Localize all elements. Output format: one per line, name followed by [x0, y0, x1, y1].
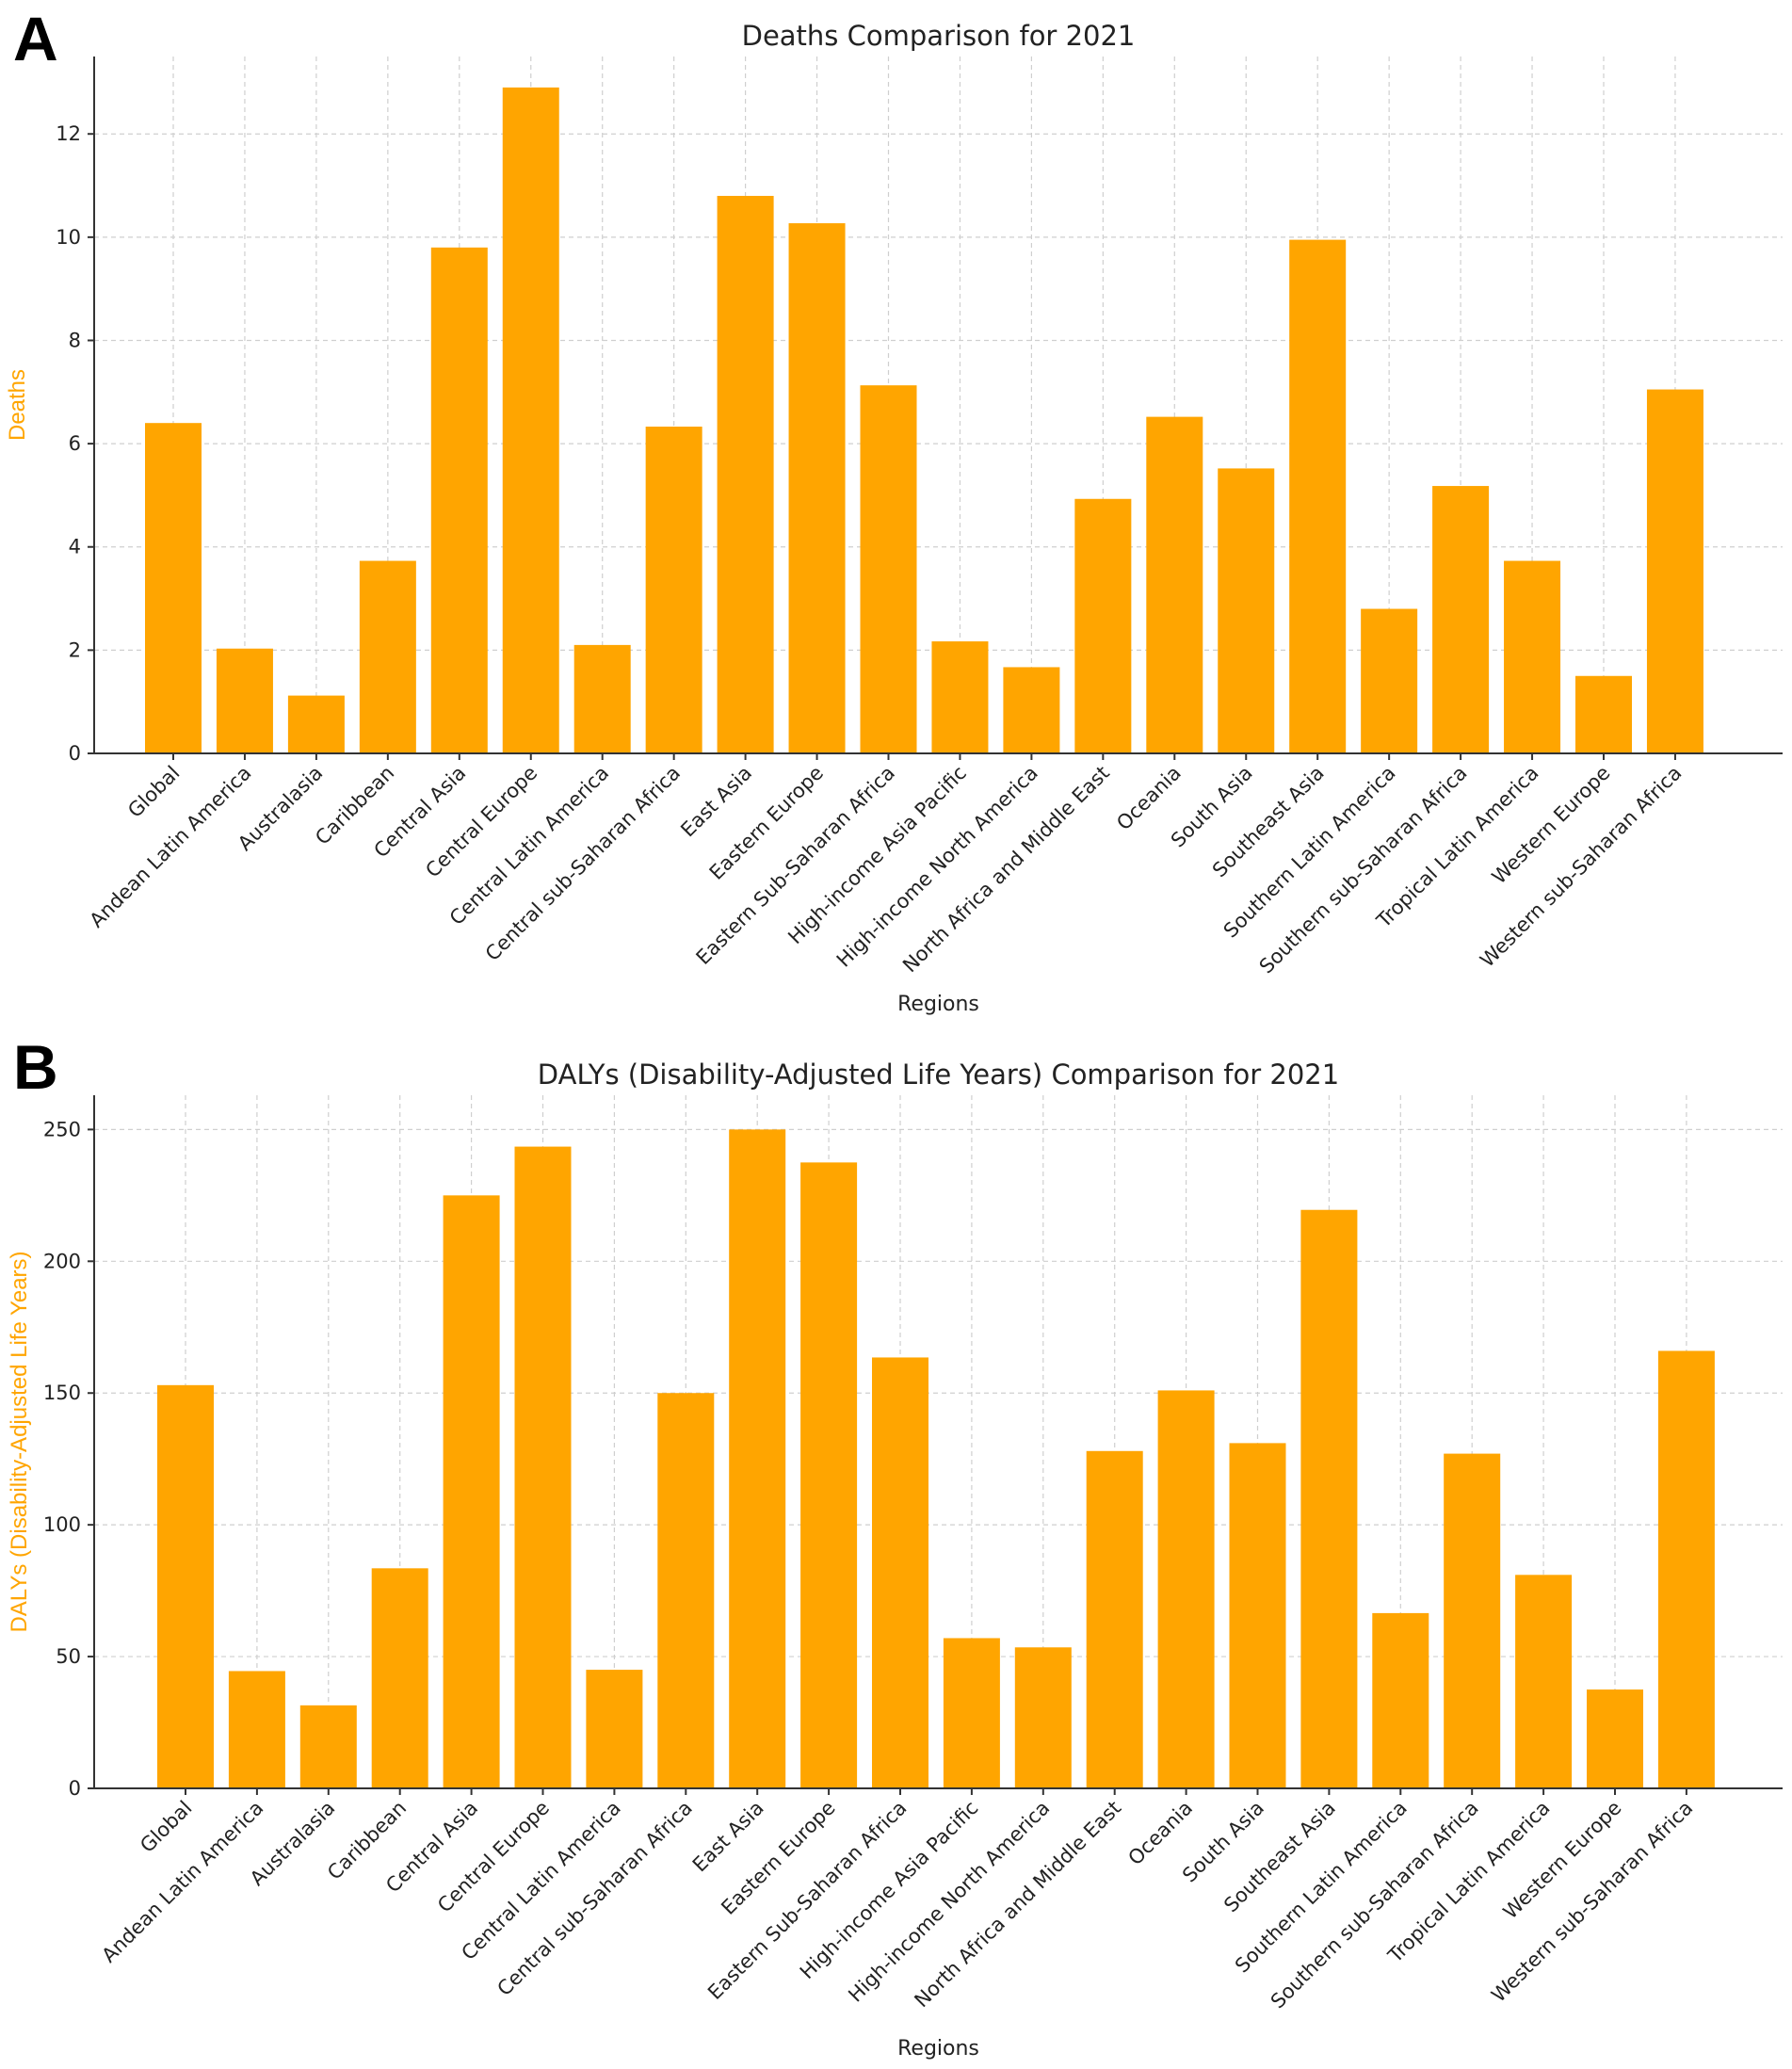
bar-western-sub-saharan-africa: [1657, 1350, 1715, 1788]
x-tick-label: Oceania: [1123, 1797, 1197, 1870]
bar-high-income-asia-pacific: [943, 1638, 1000, 1788]
bar-eastern-sub-saharan-africa: [860, 385, 917, 753]
y-tick-label: 10: [56, 226, 81, 249]
bar-eastern-europe: [788, 223, 846, 753]
y-tick-label: 0: [69, 742, 81, 765]
y-tick-label: 2: [69, 638, 81, 661]
bar-southern-sub-saharan-africa: [1432, 486, 1490, 753]
panel-letter-a: A: [13, 4, 58, 73]
bar-central-latin-america: [573, 644, 631, 753]
x-tick-label: Western Europe: [1499, 1797, 1626, 1924]
x-tick-label: Global: [136, 1797, 196, 1857]
bar-central-europe: [502, 87, 559, 753]
bar-southeast-asia: [1289, 239, 1347, 753]
bar-north-africa-and-middle-east: [1074, 498, 1132, 753]
bar-central-sub-saharan-africa: [657, 1393, 715, 1788]
x-tick-label: Oceania: [1112, 762, 1186, 835]
bar-oceania: [1146, 416, 1203, 753]
bar-tropical-latin-america: [1515, 1575, 1573, 1788]
chart-title: Deaths Comparison for 2021: [742, 20, 1136, 52]
bar-oceania: [1157, 1390, 1215, 1788]
bar-global: [157, 1384, 214, 1788]
bar-central-asia: [430, 247, 488, 753]
bar-global: [145, 423, 202, 753]
y-axis-label: DALYs (Disability-Adjusted Life Years): [7, 1251, 32, 1632]
bar-central-sub-saharan-africa: [645, 427, 702, 753]
bar-central-latin-america: [586, 1670, 643, 1788]
bar-australasia: [287, 695, 345, 753]
bar-southern-sub-saharan-africa: [1444, 1453, 1501, 1788]
bar-western-europe: [1575, 675, 1632, 753]
bar-south-asia: [1229, 1443, 1286, 1788]
bar-east-asia: [729, 1129, 786, 1788]
chart-title: DALYs (Disability-Adjusted Life Years) C…: [538, 1059, 1339, 1091]
y-tick-label: 150: [43, 1382, 81, 1404]
y-tick-label: 8: [69, 329, 81, 351]
y-tick-label: 4: [69, 536, 81, 558]
bar-central-europe: [514, 1146, 572, 1788]
bar-andean-latin-america: [216, 648, 273, 753]
bar-caribbean: [371, 1568, 428, 1788]
bar-southern-latin-america: [1361, 608, 1418, 753]
bar-andean-latin-america: [228, 1671, 285, 1788]
bar-high-income-asia-pacific: [931, 641, 989, 753]
bar-high-income-north-america: [1003, 667, 1060, 753]
bar-high-income-north-america: [1014, 1647, 1072, 1788]
bar-east-asia: [717, 196, 774, 753]
bar-southern-latin-america: [1372, 1612, 1429, 1788]
bar-western-sub-saharan-africa: [1646, 389, 1703, 753]
bar-eastern-europe: [800, 1162, 858, 1788]
bar-central-asia: [443, 1195, 500, 1788]
bar-eastern-sub-saharan-africa: [872, 1357, 928, 1788]
bar-south-asia: [1218, 468, 1275, 753]
bar-north-africa-and-middle-east: [1086, 1450, 1143, 1788]
bar-southeast-asia: [1300, 1209, 1358, 1788]
x-axis-label: Regions: [897, 2037, 979, 2061]
bar-tropical-latin-america: [1504, 560, 1561, 753]
y-tick-label: 12: [56, 122, 81, 145]
x-tick-label: Western Europe: [1488, 762, 1615, 889]
x-axis-label: Regions: [897, 993, 979, 1016]
y-tick-label: 6: [69, 432, 81, 455]
bar-caribbean: [359, 560, 416, 753]
y-tick-label: 200: [43, 1250, 81, 1272]
y-tick-label: 50: [56, 1645, 81, 1668]
y-tick-label: 100: [43, 1513, 81, 1536]
x-tick-label: Global: [123, 762, 184, 822]
y-tick-label: 0: [69, 1777, 81, 1800]
y-tick-label: 250: [43, 1118, 81, 1140]
y-axis-label: Deaths: [5, 369, 30, 441]
panel-letter-b: B: [13, 1032, 58, 1102]
bar-australasia: [299, 1705, 357, 1788]
bar-western-europe: [1587, 1689, 1643, 1788]
